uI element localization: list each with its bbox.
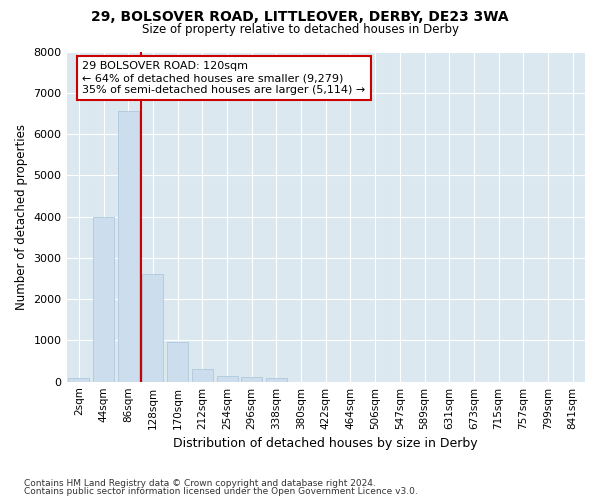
Text: Size of property relative to detached houses in Derby: Size of property relative to detached ho…: [142, 22, 458, 36]
Bar: [167, 342, 188, 382]
Bar: [266, 378, 287, 382]
Bar: [68, 378, 89, 382]
Text: 29, BOLSOVER ROAD, LITTLEOVER, DERBY, DE23 3WA: 29, BOLSOVER ROAD, LITTLEOVER, DERBY, DE…: [91, 10, 509, 24]
Y-axis label: Number of detached properties: Number of detached properties: [15, 124, 28, 310]
Bar: [192, 369, 213, 382]
Bar: [118, 112, 139, 382]
Bar: [241, 376, 262, 382]
Text: 29 BOLSOVER ROAD: 120sqm
← 64% of detached houses are smaller (9,279)
35% of sem: 29 BOLSOVER ROAD: 120sqm ← 64% of detach…: [82, 62, 365, 94]
Text: Contains HM Land Registry data © Crown copyright and database right 2024.: Contains HM Land Registry data © Crown c…: [24, 478, 376, 488]
X-axis label: Distribution of detached houses by size in Derby: Distribution of detached houses by size …: [173, 437, 478, 450]
Bar: [142, 274, 163, 382]
Text: Contains public sector information licensed under the Open Government Licence v3: Contains public sector information licen…: [24, 487, 418, 496]
Bar: [93, 218, 114, 382]
Bar: [217, 376, 238, 382]
